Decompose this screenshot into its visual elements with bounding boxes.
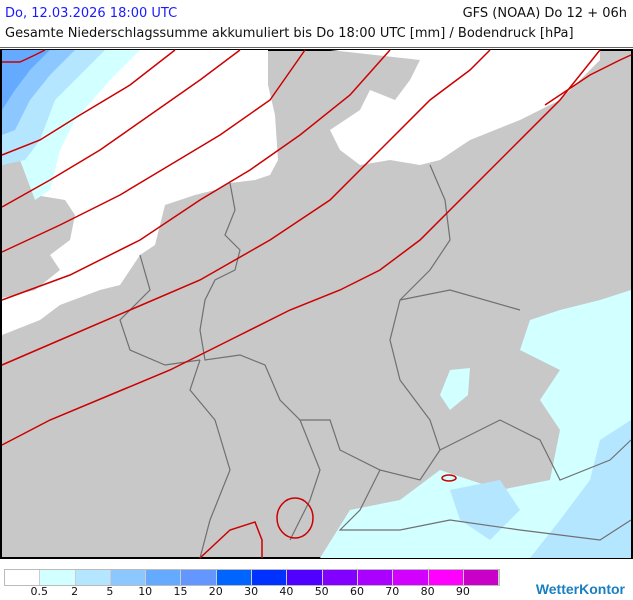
precip-se-3 xyxy=(450,480,520,540)
legend-label: 20 xyxy=(208,585,223,598)
precip-cz xyxy=(440,368,470,410)
isobar xyxy=(1,49,176,156)
legend-label: 70 xyxy=(385,585,400,598)
legend-swatch xyxy=(75,570,111,585)
precip-se-2 xyxy=(530,420,631,558)
country-borders xyxy=(119,164,632,559)
isobar xyxy=(1,49,601,446)
legend-label: 90 xyxy=(455,585,470,598)
legend-swatch xyxy=(110,570,147,585)
isobar xyxy=(1,49,491,366)
legend-swatch xyxy=(428,570,464,585)
isobar xyxy=(199,521,263,559)
valid-time: Do, 12.03.2026 18:00 UTC xyxy=(5,6,178,21)
legend-label: 80 xyxy=(420,585,435,598)
precip-nw-4 xyxy=(2,50,50,110)
legend-swatch xyxy=(322,570,358,585)
isobar xyxy=(1,49,391,301)
isobar xyxy=(1,49,306,253)
legend-swatch xyxy=(216,570,253,585)
legend-swatch xyxy=(393,570,429,585)
baltic-sea xyxy=(330,50,600,165)
precip-legend xyxy=(4,569,501,586)
legend-label: 50 xyxy=(314,585,329,598)
legend-swatch xyxy=(146,570,182,585)
isobar xyxy=(2,49,46,63)
legend-swatch xyxy=(5,570,41,585)
legend-label: 40 xyxy=(279,585,294,598)
weather-map[interactable] xyxy=(0,49,633,560)
precip-se xyxy=(320,290,631,558)
isobar xyxy=(1,49,241,208)
wetterkontor-logo: WetterKontor xyxy=(535,581,625,597)
legend-label: 10 xyxy=(138,585,153,598)
legend-label: 5 xyxy=(106,585,114,598)
isobars xyxy=(1,49,632,559)
legend-label: 2 xyxy=(71,585,79,598)
legend-label: 0.5 xyxy=(30,585,49,598)
header-divider xyxy=(0,47,633,48)
isobar-low xyxy=(441,474,457,482)
legend-swatch xyxy=(181,570,217,585)
isobar-low xyxy=(276,497,314,539)
isobar xyxy=(544,54,632,106)
legend-swatch xyxy=(463,570,500,585)
legend-label: 30 xyxy=(244,585,259,598)
legend-label: 60 xyxy=(350,585,364,598)
map-title: Gesamte Niederschlagssumme akkumuliert b… xyxy=(5,26,574,41)
legend-swatch xyxy=(40,570,76,585)
legend-swatch xyxy=(287,570,323,585)
model-run: GFS (NOAA) Do 12 + 06h xyxy=(462,6,627,21)
legend-swatch xyxy=(252,570,288,585)
legend-swatch xyxy=(357,570,394,585)
legend-label: 15 xyxy=(173,585,188,598)
